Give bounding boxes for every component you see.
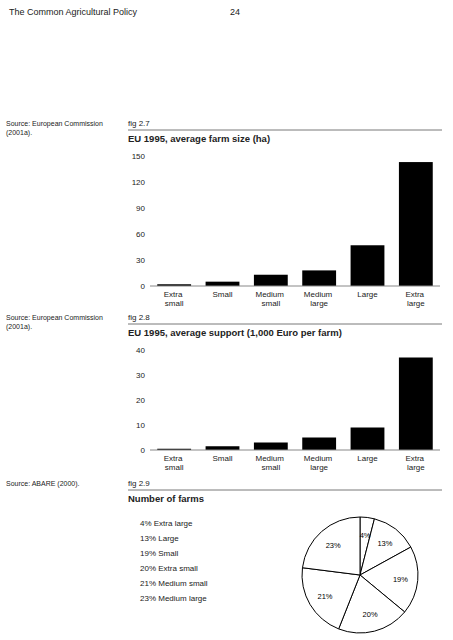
y-tick-label: 90 xyxy=(136,204,145,213)
x-axis-line xyxy=(150,286,440,287)
bars xyxy=(157,162,433,286)
y-tick-label: 10 xyxy=(136,421,145,430)
y-tick-label: 120 xyxy=(132,178,146,187)
data-label: 21% xyxy=(318,592,333,601)
source-note: Source: ABARE (2000). xyxy=(6,480,80,488)
chart-title: EU 1995, average farm size (ha) xyxy=(128,133,270,144)
figure-label: fig 2.7 xyxy=(128,119,150,128)
x-tick-label: Extra large xyxy=(405,290,426,308)
y-tick-label: 150 xyxy=(132,152,146,161)
bar xyxy=(351,245,385,286)
bar xyxy=(351,428,385,451)
source-note: Source: European Commission(2001a). xyxy=(6,120,103,137)
bar xyxy=(302,438,336,451)
chart-pie: fig 2.9 Number of farms Source: ABARE (200… xyxy=(6,479,442,633)
page-title: The Common Agricultural Policy xyxy=(9,7,138,17)
figure-label: fig 2.9 xyxy=(128,479,150,488)
separator xyxy=(128,130,442,131)
slices xyxy=(302,517,418,633)
data-label: 19% xyxy=(393,575,408,584)
data-label: 13% xyxy=(377,539,392,548)
legend: 4% Extra large 13% Large 19% Small 20% Extr… xyxy=(140,519,208,603)
data-label: 4% xyxy=(360,531,371,540)
x-tick-label: Medium large xyxy=(304,290,335,308)
y-tick-label: 0 xyxy=(141,282,146,291)
bar xyxy=(399,358,433,451)
y-tick-label: 20 xyxy=(136,396,145,405)
figure-label: fig 2.8 xyxy=(128,313,150,322)
legend-entry: 4% Extra large xyxy=(140,519,193,528)
x-tick-label: Medium large xyxy=(304,454,335,472)
page-number: 24 xyxy=(230,7,240,17)
y-tick-label: 60 xyxy=(136,230,145,239)
separator xyxy=(128,490,442,491)
y-tick-label: 30 xyxy=(136,371,145,380)
chart-bar: fig 2.8 EU 1995, average support (1,000 E… xyxy=(6,313,442,472)
x-tick-label: Large xyxy=(357,290,378,299)
x-tick-label: Large xyxy=(357,454,378,463)
x-axis-line xyxy=(150,450,440,451)
slice xyxy=(302,568,360,629)
x-tick-label: Small xyxy=(212,290,232,299)
x-tick-label: Extra small xyxy=(164,290,185,308)
bar xyxy=(206,446,240,450)
y-tick-label: 40 xyxy=(136,346,145,355)
x-tick-label: Extra large xyxy=(405,454,426,472)
page: The Common Agricultural Policy 24 fig 2.7 E… xyxy=(0,0,453,640)
x-tick-label: Medium small xyxy=(255,454,286,472)
legend-entry: 23% Medium large xyxy=(140,594,207,603)
x-tick-label: Extra small xyxy=(164,454,185,472)
chart-title: Number of farms xyxy=(128,493,204,504)
chart-title: EU 1995, average support (1,000 Euro per… xyxy=(128,327,342,338)
y-tick-label: 30 xyxy=(136,256,145,265)
y-tick-label: 0 xyxy=(141,446,146,455)
bar xyxy=(206,282,240,286)
legend-entry: 13% Large xyxy=(140,534,179,543)
legend-entry: 20% Extra small xyxy=(140,564,198,573)
bar xyxy=(254,443,288,451)
x-tick-label: Small xyxy=(212,454,232,463)
slice xyxy=(302,517,360,575)
slice-labels: 4% 13% 19% 20% 21% 23% xyxy=(318,531,409,620)
separator xyxy=(128,324,442,325)
chart-bar: fig 2.7 EU 1995, average farm size (ha) So… xyxy=(6,119,442,308)
bars xyxy=(157,358,433,451)
background xyxy=(0,0,453,640)
data-label: 20% xyxy=(363,610,378,619)
legend-entry: 21% Medium small xyxy=(140,579,208,588)
x-tick-label: Medium small xyxy=(255,290,286,308)
bar xyxy=(302,270,336,286)
data-label: 23% xyxy=(326,541,341,550)
bar xyxy=(399,162,433,286)
bar xyxy=(254,275,288,286)
legend-entry: 19% Small xyxy=(140,549,178,558)
source-note: Source: European Commission(2001a). xyxy=(6,314,103,331)
